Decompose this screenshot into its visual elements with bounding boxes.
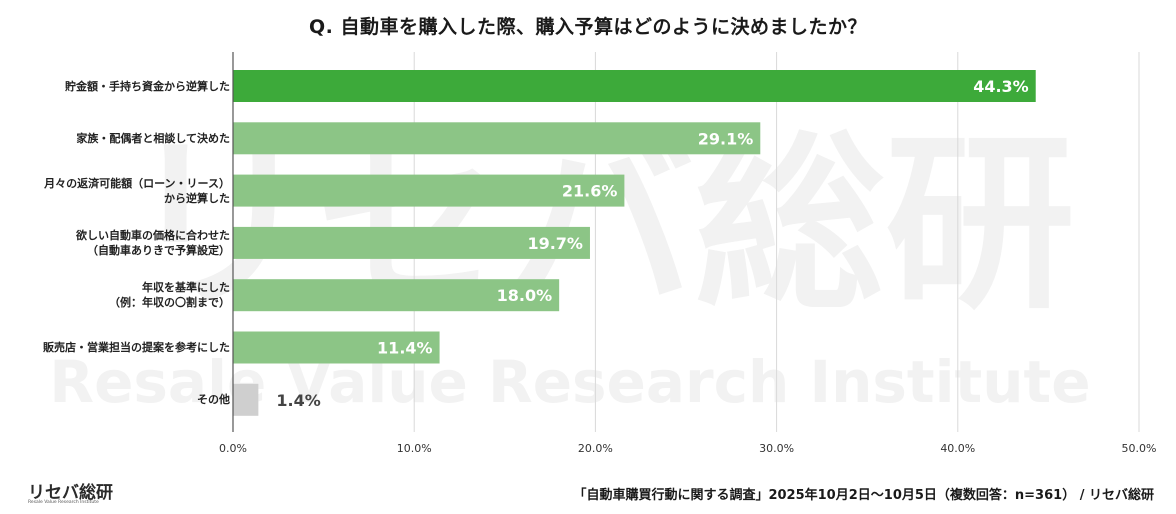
bar-value-label: 19.7% <box>527 234 583 253</box>
bar-value-label: 11.4% <box>377 339 433 358</box>
footer-source: 「自動車購買行動に関する調査」2025年10月2日〜10月5日（複数回答：n=3… <box>573 488 1154 503</box>
category-label-line: 家族・配偶者と相談して決めた <box>76 131 230 145</box>
x-tick-label: 50.0% <box>1122 442 1157 455</box>
x-tick-label: 40.0% <box>940 442 975 455</box>
category-label-line: （例：年収の〇割まで） <box>109 296 230 310</box>
category-label: 貯金額・手持ち資金から逆算した <box>10 79 230 94</box>
category-label: その他 <box>10 392 230 407</box>
category-label-line: 欲しい自動車の価格に合わせた <box>76 228 230 242</box>
x-tick-label: 30.0% <box>759 442 794 455</box>
category-label: 年収を基準にした （例：年収の〇割まで） <box>10 280 230 310</box>
category-label-line: 貯金額・手持ち資金から逆算した <box>65 79 230 93</box>
bar <box>233 383 259 416</box>
bar <box>233 279 560 312</box>
category-label-line: （自動車ありきで予算設定） <box>87 243 230 257</box>
x-tick-label: 10.0% <box>397 442 432 455</box>
category-label-line: 年収を基準にした <box>142 281 230 295</box>
category-label: 欲しい自動車の価格に合わせた （自動車ありきで予算設定） <box>10 228 230 258</box>
bar <box>233 70 1036 102</box>
bar-value-label: 1.4% <box>276 391 320 410</box>
logo-subtext: Resale Value Research Institute <box>28 500 99 505</box>
bar <box>233 331 440 364</box>
category-label: 月々の返済可能額（ローン・リース） から逆算した <box>10 176 230 206</box>
bar-value-label: 44.3% <box>973 77 1029 96</box>
bar <box>233 174 625 207</box>
bar-value-label: 21.6% <box>562 182 618 201</box>
x-tick-label: 20.0% <box>578 442 613 455</box>
category-label: 販売店・営業担当の提案を参考にした <box>10 340 230 355</box>
category-label-line: 月々の返済可能額（ローン・リース） <box>44 176 230 190</box>
footer-logo: リセバ総研 Resale Value Research Institute <box>28 478 118 508</box>
x-tick-label: 0.0% <box>219 442 247 455</box>
bar <box>233 226 590 259</box>
bar <box>233 122 761 155</box>
category-label-line: から逆算した <box>164 191 230 205</box>
category-label: 家族・配偶者と相談して決めた <box>10 131 230 146</box>
category-label-line: その他 <box>197 393 230 407</box>
bar-value-label: 29.1% <box>698 129 754 148</box>
logo-text: リセバ総研 <box>28 483 113 503</box>
category-label-line: 販売店・営業担当の提案を参考にした <box>43 341 230 354</box>
bar-value-label: 18.0% <box>497 286 553 305</box>
chart-title: Q. 自動車を購入した際、購入予算はどのように決めましたか？ <box>309 16 867 38</box>
